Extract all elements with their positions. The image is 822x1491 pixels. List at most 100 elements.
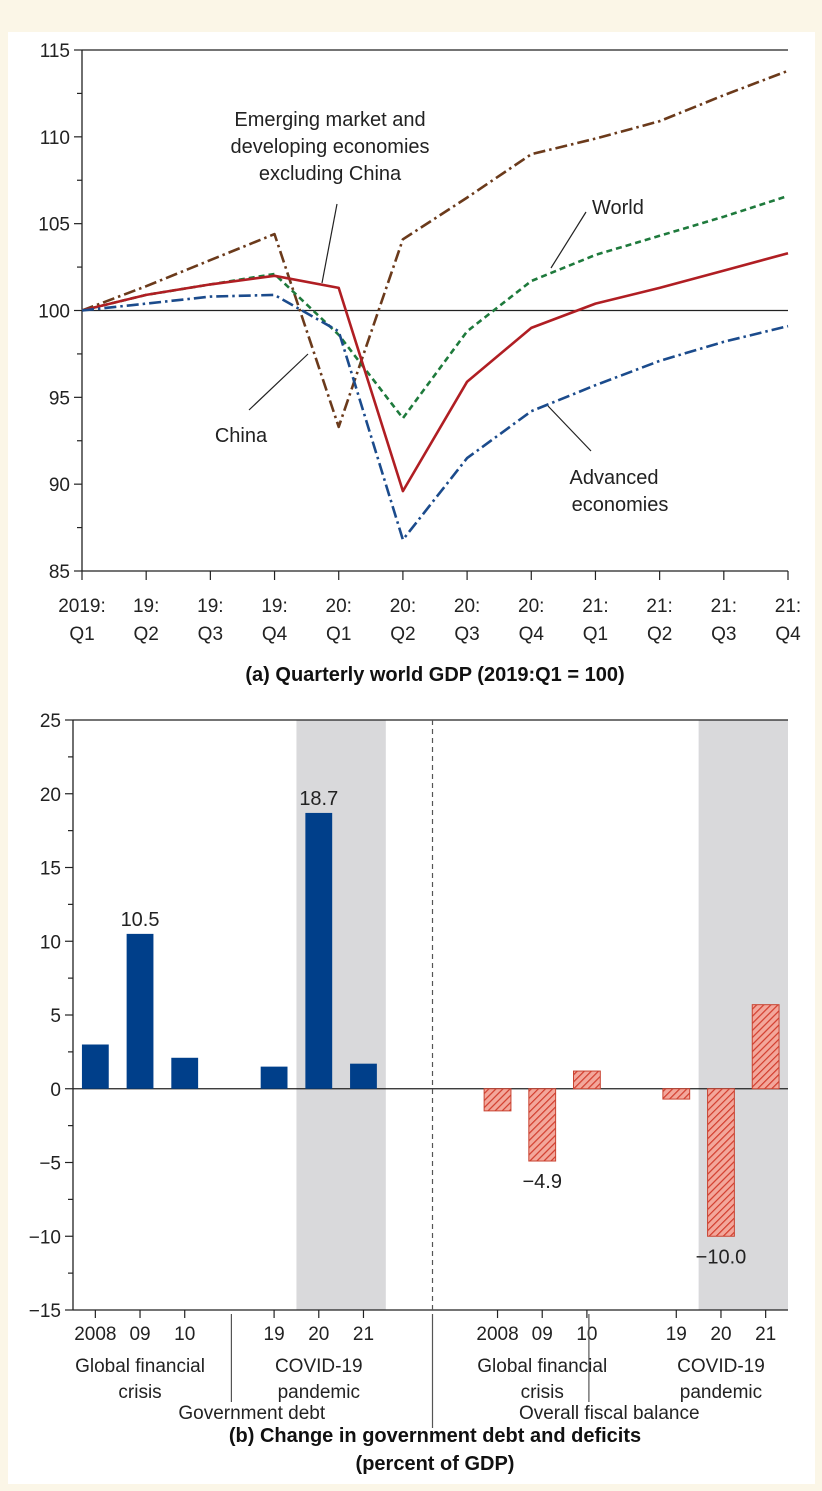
group-name-line-2: crisis: [118, 1382, 161, 1403]
bar-government-debt: [260, 1066, 288, 1089]
group-name-line-2: pandemic: [680, 1382, 762, 1403]
y-tick-label: 85: [49, 562, 70, 583]
chart-b-caption-line-1: (b) Change in government debt and defici…: [229, 1425, 641, 1447]
x-tick-label-top: 19:: [261, 596, 287, 617]
bar-fiscal-balance: [662, 1088, 691, 1100]
y-tick-label: 0: [50, 1080, 61, 1101]
bar-chart-bars: 10.5 18.7 −4.9 −10.0: [81, 788, 780, 1268]
x-tick-label-top: 20:: [390, 596, 416, 617]
category-label: 10: [174, 1324, 195, 1345]
annotation-emde-line-3: excluding China: [259, 163, 402, 185]
leader-world: [550, 211, 587, 269]
data-label: −4.9: [522, 1171, 561, 1193]
category-label: 09: [532, 1324, 553, 1345]
x-tick-label-bottom: Q1: [69, 624, 94, 645]
y-tick-label: 110: [40, 128, 70, 149]
panel-name: Overall fiscal balance: [519, 1403, 700, 1424]
category-label: 20: [308, 1324, 329, 1345]
x-tick-label-top: 21:: [582, 596, 608, 617]
category-label: 19: [264, 1324, 285, 1345]
category-label: 09: [129, 1324, 150, 1345]
y-tick-label: 105: [38, 215, 70, 236]
annotation-advanced-line-2: economies: [572, 494, 669, 516]
x-tick-label-bottom: Q4: [775, 624, 801, 645]
annotation-emde-line-1: Emerging market and: [234, 109, 425, 131]
bar-government-debt: [350, 1063, 377, 1089]
annotation-world: World: [592, 197, 644, 219]
bar-fiscal-balance: [707, 1088, 735, 1237]
x-tick-label-top: 21:: [711, 596, 737, 617]
bar-government-debt: [81, 1044, 109, 1089]
x-tick-label-top: 2019:: [58, 596, 106, 617]
y-tick-label: 10: [40, 932, 61, 953]
y-tick-label: −15: [29, 1301, 61, 1322]
category-label: 10: [576, 1324, 597, 1345]
category-label: 21: [353, 1324, 374, 1345]
y-tick-label: 100: [38, 302, 70, 323]
line-chart-gdp: 85 90 95 100 105 110 115 2019: Q1 19: Q2 19: Q3 19: Q4…: [38, 41, 801, 686]
bar-government-debt: [171, 1057, 199, 1089]
y-tick-label: −5: [39, 1154, 61, 1175]
group-name-line-2: pandemic: [278, 1382, 360, 1403]
x-tick-label-bottom: Q4: [519, 624, 545, 645]
x-tick-label-bottom: Q3: [454, 624, 479, 645]
figure-panel: [8, 32, 815, 1484]
series-line-emde-ex-china: [81, 251, 789, 493]
x-tick-label-top: 21:: [646, 596, 672, 617]
series-line-advanced: [81, 293, 789, 542]
x-tick-label-top: 19:: [133, 596, 159, 617]
x-tick-label-top: 20:: [326, 596, 352, 617]
y-tick-label: 15: [40, 859, 61, 880]
group-name-line-1: COVID-19: [275, 1356, 363, 1377]
data-label: 10.5: [121, 909, 160, 931]
category-label: 2008: [476, 1324, 518, 1345]
x-tick-label-bottom: Q3: [198, 624, 223, 645]
y-tick-label: 95: [49, 388, 70, 409]
x-tick-label-bottom: Q2: [134, 624, 159, 645]
line-chart-axes: 85 90 95 100 105 110 115 2019: Q1 19: Q2 19: Q3 19: Q4…: [38, 41, 801, 645]
bar-fiscal-balance: [483, 1088, 512, 1112]
x-tick-label-top: 20:: [518, 596, 544, 617]
bar-fiscal-balance: [573, 1070, 601, 1090]
line-chart-annotations: Emerging market and developing economies…: [215, 109, 668, 516]
y-tick-label: 115: [40, 41, 70, 62]
group-name-line-1: Global financial: [75, 1356, 205, 1377]
x-tick-label-bottom: Q1: [326, 624, 351, 645]
chart-b-caption-line-2: (percent of GDP): [356, 1453, 515, 1475]
x-tick-label-bottom: Q4: [262, 624, 288, 645]
x-tick-label-bottom: Q2: [390, 624, 415, 645]
group-name-line-1: COVID-19: [677, 1356, 765, 1377]
annotation-emde-line-2: developing economies: [230, 136, 429, 158]
x-tick-label-bottom: Q2: [647, 624, 672, 645]
data-label: 18.7: [299, 788, 338, 810]
category-label: 20: [710, 1324, 731, 1345]
category-label: 19: [666, 1324, 687, 1345]
series-line-china: [81, 69, 789, 429]
bar-government-debt: [305, 812, 333, 1089]
bar-fiscal-balance: [751, 1004, 780, 1090]
category-label: 2008: [74, 1324, 116, 1345]
bar-government-debt: [126, 933, 154, 1089]
x-tick-label-top: 21:: [775, 596, 801, 617]
y-tick-label: 5: [50, 1006, 61, 1027]
annotation-china: China: [215, 425, 268, 447]
bar-fiscal-balance: [528, 1088, 557, 1162]
annotation-advanced-line-1: Advanced: [570, 467, 659, 489]
group-name-line-1: Global financial: [477, 1356, 607, 1377]
bar-chart-category-labels: 2008 09 10 Global financial crisis 19 20 21 COVI…: [74, 1310, 776, 1428]
x-tick-label-top: 19:: [197, 596, 223, 617]
y-tick-label: 20: [40, 785, 61, 806]
leader-emde: [321, 203, 338, 284]
x-tick-label-bottom: Q3: [711, 624, 736, 645]
leader-china: [248, 353, 309, 411]
bar-chart-axes: 25 20 15 10 5 0 −5 −10 −15: [29, 711, 788, 1322]
y-tick-label: 25: [40, 711, 61, 732]
line-chart-series: [81, 69, 789, 542]
panel-name: Government debt: [178, 1403, 326, 1424]
x-tick-label-bottom: Q1: [583, 624, 608, 645]
y-tick-label: −10: [29, 1227, 61, 1248]
chart-a-caption: (a) Quarterly world GDP (2019:Q1 = 100): [245, 664, 624, 686]
